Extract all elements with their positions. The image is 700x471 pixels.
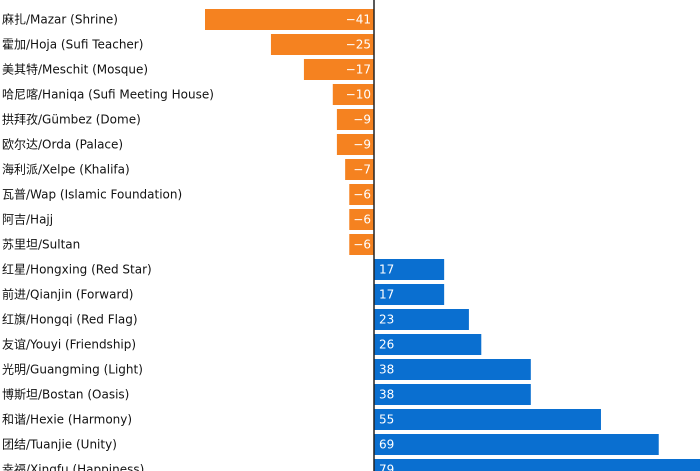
category-label: 团结/Tuanjie (Unity)	[2, 438, 117, 452]
bar	[349, 184, 374, 205]
value-label: −7	[353, 163, 371, 177]
bar	[349, 209, 374, 230]
value-label: −17	[346, 63, 371, 77]
category-label: 麻扎/Mazar (Shrine)	[2, 12, 118, 27]
category-label: 苏里坦/Sultan	[2, 238, 80, 252]
category-label: 海利派/Xelpe (Khalifa)	[2, 162, 130, 177]
bar	[303, 59, 374, 80]
value-label: −9	[353, 138, 371, 152]
bar	[205, 9, 374, 30]
value-label: −41	[346, 13, 371, 27]
category-label: 霍加/Hoja (Sufi Teacher)	[2, 38, 143, 52]
category-label: 哈尼喀/Haniqa (Sufi Meeting House)	[2, 88, 214, 102]
value-label: 17	[379, 288, 394, 302]
bar	[374, 259, 445, 280]
value-labels: −41 −25 −17 −10 −9 −9 −7 −6 −6 −6 17 17 23 26 38 38 55 69…	[346, 13, 395, 471]
bar	[374, 334, 482, 355]
value-label: 38	[379, 388, 394, 402]
category-label: 瓦普/Wap (Islamic Foundation)	[2, 188, 182, 202]
bar	[374, 309, 469, 330]
category-label: 红星/Hongxing (Red Star)	[2, 262, 152, 277]
category-label: 博斯坦/Bostan (Oasis)	[2, 387, 129, 402]
value-label: 69	[379, 438, 394, 452]
value-label: 55	[379, 413, 394, 427]
category-label: 光明/Guangming (Light)	[2, 363, 143, 377]
bar	[345, 159, 374, 180]
category-label: 前进/Qianjin (Forward)	[2, 287, 134, 302]
bar	[332, 84, 374, 105]
bar	[374, 359, 531, 380]
category-label: 友谊/Youyi (Friendship)	[2, 337, 136, 352]
value-label: −25	[346, 38, 371, 52]
value-label: 26	[379, 338, 394, 352]
category-label: 和谐/Hexie (Harmony)	[2, 413, 132, 427]
value-label: −9	[353, 113, 371, 127]
value-label: 79	[379, 463, 394, 471]
bar	[270, 34, 374, 55]
bar	[374, 384, 531, 405]
bar	[336, 109, 374, 130]
category-labels: 麻扎/Mazar (Shrine) 霍加/Hoja (Sufi Teacher) 美…	[2, 12, 214, 471]
category-label: 幸福/Xingfu (Happiness)	[2, 462, 144, 471]
category-label: 美其特/Meschit (Mosque)	[2, 62, 148, 77]
bar	[374, 284, 445, 305]
bar	[349, 234, 374, 255]
category-label: 阿吉/Hajj	[2, 213, 53, 227]
value-label: −6	[353, 213, 371, 227]
category-label: 红旗/Hongqi (Red Flag)	[2, 312, 138, 327]
value-label: −10	[346, 88, 371, 102]
value-label: 23	[379, 313, 394, 327]
value-label: −6	[353, 238, 371, 252]
bar	[374, 409, 601, 430]
value-label: 38	[379, 363, 394, 377]
bars	[205, 9, 700, 471]
bar	[374, 434, 659, 455]
value-label: −6	[353, 188, 371, 202]
category-label: 欧尔达/Orda (Palace)	[2, 137, 123, 152]
value-label: 17	[379, 263, 394, 277]
bar	[374, 459, 700, 471]
bar	[336, 134, 374, 155]
category-label: 拱拜孜/Gümbez (Dome)	[2, 113, 141, 127]
